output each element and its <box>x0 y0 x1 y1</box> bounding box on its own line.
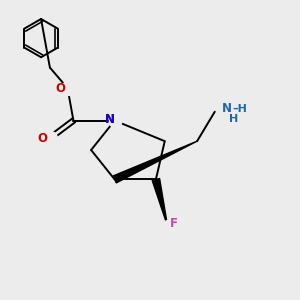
Text: O: O <box>38 132 47 145</box>
Polygon shape <box>113 141 197 183</box>
Polygon shape <box>152 178 168 226</box>
Text: N: N <box>222 102 232 115</box>
Text: N: N <box>105 112 115 126</box>
Text: H: H <box>229 114 239 124</box>
Text: N: N <box>105 112 115 126</box>
Text: –H: –H <box>232 104 247 114</box>
Text: F: F <box>169 217 178 230</box>
Text: O: O <box>55 82 65 95</box>
